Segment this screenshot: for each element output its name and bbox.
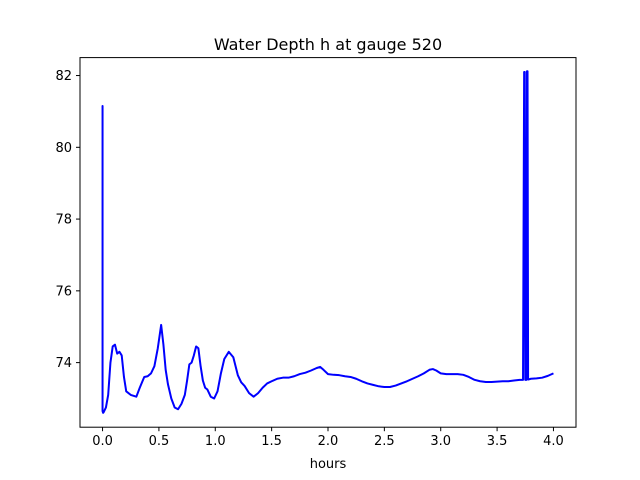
x-tick-label: 2.5 [374, 434, 395, 449]
series-line-0 [101, 70, 554, 414]
x-tick-label: 1.5 [261, 434, 282, 449]
y-tick-label: 80 [55, 141, 72, 156]
x-tick-label: 0.5 [149, 434, 170, 449]
chart-title: Water Depth h at gauge 520 [214, 35, 442, 54]
x-tick-label: 0.0 [92, 434, 113, 449]
y-tick-label: 78 [55, 213, 72, 228]
x-tick-label: 3.0 [430, 434, 451, 449]
y-tick-label: 82 [55, 69, 72, 84]
y-axis: 74 76 78 80 82 [55, 69, 80, 371]
x-tick-label: 3.5 [487, 434, 508, 449]
plot-area [101, 70, 554, 414]
y-tick-label: 74 [55, 356, 72, 371]
x-axis: 0.0 0.5 1.0 1.5 2.0 2.5 3.0 3.5 4.0 [92, 427, 564, 449]
x-tick-label: 1.0 [205, 434, 226, 449]
x-tick-label: 4.0 [543, 434, 564, 449]
x-tick-label: 2.0 [318, 434, 339, 449]
y-tick-label: 76 [55, 284, 72, 299]
x-axis-label: hours [310, 457, 347, 472]
